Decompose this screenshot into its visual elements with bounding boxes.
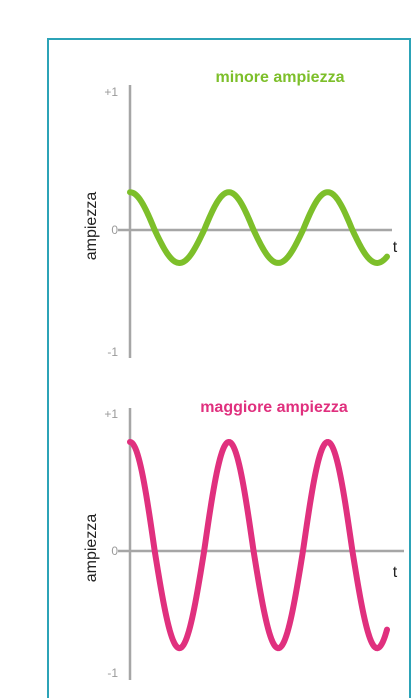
chart-1-ytick-top: +1 <box>104 85 118 99</box>
chart-2-y-axis-title: ampiezza <box>83 514 100 583</box>
chart-small-amplitude: minore ampiezza +1 0 -1 ampiezza t <box>83 69 398 359</box>
chart-1-ytick-zero: 0 <box>111 223 118 237</box>
chart-large-amplitude: maggiore ampiezza +1 0 -1 ampiezza t <box>83 399 404 680</box>
chart-1-x-axis-label: t <box>393 239 398 256</box>
chart-2-wave-line <box>127 438 390 652</box>
chart-2-ytick-bottom: -1 <box>107 666 118 680</box>
chart-1-ytick-bottom: -1 <box>107 345 118 359</box>
chart-2-ytick-top: +1 <box>104 407 118 421</box>
chart-2-x-axis-label: t <box>393 564 398 581</box>
figure-frame <box>47 38 411 698</box>
chart-2-title: maggiore ampiezza <box>200 399 348 416</box>
chart-2-ytick-zero: 0 <box>111 544 118 558</box>
chart-1-wave-line <box>127 189 390 266</box>
chart-1-title: minore ampiezza <box>216 69 345 86</box>
chart-1-y-axis-title: ampiezza <box>83 192 100 261</box>
